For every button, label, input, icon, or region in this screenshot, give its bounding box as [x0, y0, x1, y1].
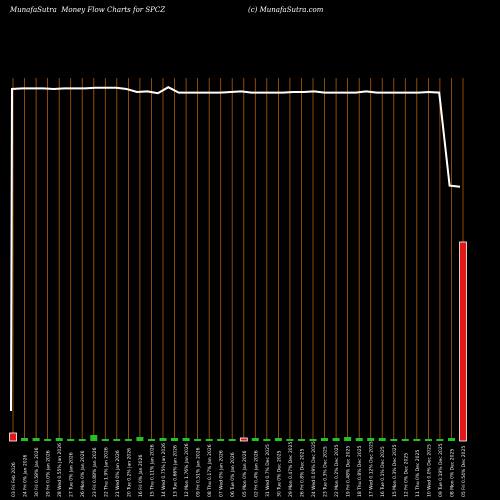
money-flow-bar: [298, 439, 305, 441]
x-tick-label: 16 Fri 0% Jan 2026: [138, 455, 144, 497]
x-tick-label: 26 Fri 0.8% Dec 2025: [300, 448, 306, 497]
money-flow-bar: [274, 438, 282, 441]
money-flow-bar: [309, 439, 317, 441]
x-tick-label: 05 Fri 0.54% Dec 2025: [461, 446, 467, 497]
x-tick-label: 02 Fri 0.4% Jan 2026: [253, 450, 259, 497]
x-tick-label: 03 Fri Feb 2026: [11, 462, 17, 497]
x-tick-label: 12 Mon 1.76% Jan 2026: [184, 443, 190, 497]
money-flow-bar: [32, 438, 40, 441]
money-flow-bar: [9, 432, 17, 442]
x-tick-label: 15 Thu 0.11% Jan 2026: [150, 444, 156, 497]
x-tick-label: 13 Tue 0.66% Jan 2026: [173, 445, 179, 497]
x-tick-label: 11 Thu 0% Dec 2025: [415, 450, 421, 497]
x-tick-label: 22 Mon 0.2% Dec 2025: [334, 444, 340, 497]
x-tick-label: 09 Tue 0.19% Dec 2025: [438, 443, 444, 497]
money-flow-bar: [136, 437, 144, 441]
money-flow-bar: [124, 439, 132, 441]
x-tick-label: 09 Fri 0.51% Jan 2026: [196, 447, 202, 497]
x-tick-label: 29 Mon 0.47% Dec 2025: [288, 441, 294, 497]
money-flow-bar: [286, 439, 294, 441]
x-tick-label: 06 Tue 0% Jan 2026: [230, 452, 236, 497]
money-flow-bar: [263, 439, 271, 441]
x-tick-label: 19 Fri 0.48% Dec 2025: [346, 446, 352, 497]
money-flow-bar: [101, 439, 109, 441]
x-tick-label: 08 Thu 0.17% Jan 2026: [207, 444, 213, 497]
money-flow-bar: [436, 439, 444, 441]
chart-title: Money Flow Charts for SPCZ: [61, 6, 166, 14]
vertical-gridlines: [12, 78, 464, 441]
x-tick-label: 20 Tue 0.2% Jan 2026: [126, 448, 132, 497]
money-flow-bar: [21, 438, 28, 441]
money-flow-bar: [228, 439, 236, 441]
x-tick-label: 10 Wed 0.0% Dec 2025: [426, 444, 432, 497]
money-flow-bar: [401, 439, 409, 441]
money-flow-bar: [413, 439, 421, 441]
money-flow-bar: [171, 438, 178, 441]
money-flow-bar: [344, 437, 352, 441]
x-tick-label: 30 Tue 0% Dec 2025: [276, 450, 282, 497]
x-tick-label: 29 Fri 0.0% Jan 2026: [46, 450, 52, 497]
x-tick-label: 23 Tue 0.3% Dec 2025: [323, 446, 329, 497]
money-flow-bar: [321, 438, 328, 441]
money-flow-bars: [9, 241, 467, 442]
x-tick-label: 12 Fri 0% Dec 2025: [403, 453, 409, 497]
money-flow-bar: [251, 438, 259, 441]
x-tick-label: 08 Mon 0% Dec 2025: [450, 449, 456, 497]
money-flow-bar: [90, 435, 98, 441]
x-tick-label: 15 Mon 0.3% Dec 2025: [392, 444, 398, 497]
x-tick-label: 31 Wed 0.7% Dec 2025: [265, 444, 271, 497]
money-flow-bar: [424, 439, 432, 441]
money-flow-bar: [113, 439, 121, 441]
money-flow-bar: [332, 438, 340, 441]
x-tick-label: 24 Fri 0% Jan 2026: [23, 455, 29, 497]
money-flow-bar: [378, 438, 386, 441]
money-flow-bar: [448, 438, 455, 441]
x-tick-label: 28 Wed 0.55% Jan 2026: [57, 443, 63, 497]
money-flow-bar: [239, 437, 248, 442]
money-flow-bar: [217, 439, 225, 441]
x-tick-label: 22 Thu 1.9% Jan 2026: [103, 447, 109, 497]
money-flow-bar: [55, 438, 63, 441]
money-flow-bar: [205, 439, 213, 441]
x-tick-label: 27 Tue 0% Jan 2026: [69, 452, 75, 497]
x-tick-label: 17 Wed 0.12% Dec 2025: [369, 441, 375, 497]
money-flow-bar: [459, 241, 467, 442]
x-tick-label: 07 Wed 0% Jan 2026: [219, 450, 225, 497]
x-tick-label: 23 Fri 0.88% Jan 2026: [92, 447, 98, 497]
x-tick-label: 05 Mon 0% Jan 2026: [242, 450, 248, 497]
site-name: MunafaSutra: [10, 6, 57, 14]
money-flow-bar: [355, 438, 363, 441]
money-flow-bar: [44, 439, 52, 441]
x-tick-label: 26 Mon 0% Jan 2026: [80, 450, 86, 497]
price-line: [10, 86, 461, 412]
x-tick-label: 18 Thu 0.8% Dec 2025: [357, 445, 363, 497]
money-flow-bar: [148, 439, 155, 441]
money-flow-bar: [194, 439, 202, 441]
money-flow-bar: [390, 439, 398, 441]
chart-header-left: MunafaSutra Money Flow Charts for SPCZ: [10, 6, 165, 14]
copyright-text: (c) MunafaSutra.com: [248, 6, 324, 14]
x-tick-label: 16 Tue 0.1% Dec 2025: [380, 446, 386, 497]
money-flow-bar: [78, 439, 86, 441]
money-flow-bar: [367, 438, 375, 441]
x-tick-label: 30 Fri 0.58% Jan 2026: [34, 447, 40, 497]
x-tick-label: 24 Wed 0.09% Dec 2025: [311, 441, 317, 497]
x-tick-label: 21 Wed 0% Jan 2026: [115, 450, 121, 497]
x-tick-label: 14 Wed 0.75% Jan 2026: [161, 443, 167, 497]
money-flow-bar: [159, 438, 167, 441]
money-flow-bar: [67, 439, 75, 441]
x-axis-tick-labels: 03 Fri Feb 2026 24 Fri 0% Jan 2026 30 Fri …: [11, 441, 467, 497]
money-flow-bar: [182, 438, 190, 441]
